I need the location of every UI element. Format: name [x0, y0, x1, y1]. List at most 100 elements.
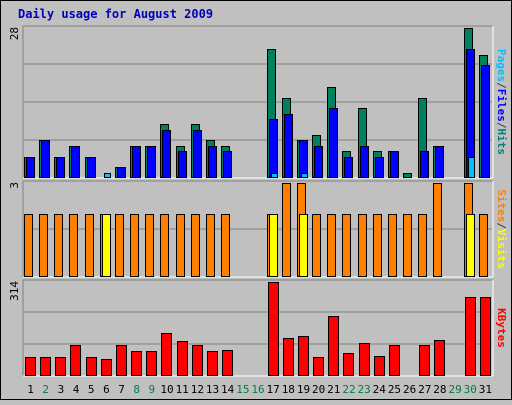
bar-files-day-24 — [375, 157, 384, 178]
bar-files-day-9 — [147, 146, 156, 178]
bar-files-day-21 — [329, 108, 338, 178]
axis-label-part: KBytes — [495, 308, 508, 348]
bar-sites-day-21 — [327, 214, 336, 277]
bar-kbytes-day-8 — [131, 351, 142, 376]
day-label-13: 13 — [206, 383, 219, 396]
bar-files-day-7 — [117, 167, 126, 178]
day-label-19: 19 — [297, 383, 310, 396]
bar-sites-day-24 — [373, 214, 382, 277]
bar-kbytes-day-12 — [192, 345, 203, 376]
bar-files-day-25 — [390, 151, 399, 178]
bar-visits-day-30 — [466, 214, 475, 277]
bar-visits-day-6 — [102, 214, 111, 277]
bar-files-day-1 — [26, 157, 35, 178]
bar-kbytes-day-25 — [389, 345, 400, 376]
bar-pages-day-30 — [468, 157, 475, 178]
day-label-27: 27 — [418, 383, 431, 396]
bar-sites-day-2 — [39, 214, 48, 277]
bar-kbytes-day-5 — [86, 357, 97, 376]
bar-kbytes-day-20 — [313, 357, 324, 376]
bar-kbytes-day-9 — [146, 351, 157, 376]
bar-files-day-10 — [162, 130, 171, 178]
axis-label: Sites/Visits — [495, 189, 508, 269]
day-label-18: 18 — [282, 383, 295, 396]
day-label-10: 10 — [160, 383, 173, 396]
bar-files-day-17 — [269, 119, 278, 178]
axis-label-part: Hits — [495, 129, 508, 156]
bar-kbytes-day-30 — [465, 297, 476, 376]
bar-kbytes-day-24 — [374, 356, 385, 376]
bar-sites-day-10 — [160, 214, 169, 277]
bar-sites-day-12 — [191, 214, 200, 277]
bar-sites-day-27 — [418, 214, 427, 277]
bar-kbytes-day-10 — [161, 333, 172, 376]
y-max-label: 28 — [8, 27, 21, 40]
day-label-25: 25 — [388, 383, 401, 396]
x-axis-day-labels: 1 2 3 4 5 6 7 8 9 10 11 12 13 14 15 16 17 18 19 20 21 22 23 24 2… — [27, 383, 492, 396]
bar-kbytes-day-4 — [70, 345, 81, 376]
axis-label-part: Files — [495, 89, 508, 122]
bar-files-day-22 — [344, 157, 353, 178]
day-label-4: 4 — [73, 383, 80, 396]
y-max-label: 314 — [8, 281, 21, 301]
day-label-15: 15 — [236, 383, 249, 396]
day-label-11: 11 — [176, 383, 189, 396]
y-max-label: 3 — [8, 182, 21, 189]
panel-2: 3 Sites/Visits — [8, 180, 508, 278]
bar-hits-day-26 — [403, 173, 412, 178]
bar-visits-day-19 — [299, 214, 308, 277]
bar-sites-day-28 — [433, 183, 442, 277]
bar-kbytes-day-3 — [55, 357, 66, 376]
bar-kbytes-day-14 — [222, 350, 233, 376]
day-label-16: 16 — [251, 383, 264, 396]
day-label-28: 28 — [433, 383, 446, 396]
bar-sites-day-9 — [145, 214, 154, 277]
bar-sites-day-1 — [24, 214, 33, 277]
day-label-1: 1 — [27, 383, 34, 396]
bar-files-day-20 — [314, 146, 323, 178]
bar-sites-day-18 — [282, 183, 291, 277]
day-label-20: 20 — [312, 383, 325, 396]
bar-kbytes-day-19 — [298, 336, 309, 376]
bar-files-day-8 — [132, 146, 141, 178]
bar-pages-day-19 — [301, 173, 308, 178]
bar-files-day-19 — [299, 140, 308, 178]
bar-kbytes-day-1 — [25, 357, 36, 376]
bar-sites-day-4 — [69, 214, 78, 277]
day-label-2: 2 — [42, 383, 49, 396]
bar-kbytes-day-18 — [283, 338, 294, 376]
axis-label-part: / — [495, 222, 508, 229]
axis-label: KBytes — [495, 308, 508, 348]
bar-sites-day-13 — [206, 214, 215, 277]
axis-label-part: / — [495, 82, 508, 89]
bar-kbytes-day-27 — [419, 345, 430, 376]
bar-files-day-5 — [87, 157, 96, 178]
bar-files-day-11 — [178, 151, 187, 178]
bar-kbytes-day-28 — [434, 340, 445, 376]
bar-files-day-23 — [360, 146, 369, 178]
axis-label-part: Visits — [495, 229, 508, 269]
day-label-31: 31 — [479, 383, 492, 396]
bar-kbytes-day-31 — [480, 297, 491, 376]
bar-files-day-18 — [284, 114, 293, 178]
bar-files-day-4 — [71, 146, 80, 178]
bar-pages-day-6 — [104, 173, 111, 178]
day-label-8: 8 — [133, 383, 140, 396]
bar-kbytes-day-11 — [177, 341, 188, 376]
day-label-6: 6 — [103, 383, 110, 396]
day-label-30: 30 — [464, 383, 477, 396]
bar-visits-day-17 — [269, 214, 278, 277]
day-label-12: 12 — [191, 383, 204, 396]
bar-sites-day-14 — [221, 214, 230, 277]
day-label-5: 5 — [88, 383, 95, 396]
bar-files-day-3 — [56, 157, 65, 178]
bar-sites-day-7 — [115, 214, 124, 277]
bar-files-day-28 — [435, 146, 444, 178]
bar-kbytes-day-17 — [268, 282, 279, 376]
bar-sites-day-25 — [388, 214, 397, 277]
bar-sites-day-31 — [479, 214, 488, 277]
day-label-24: 24 — [373, 383, 387, 396]
